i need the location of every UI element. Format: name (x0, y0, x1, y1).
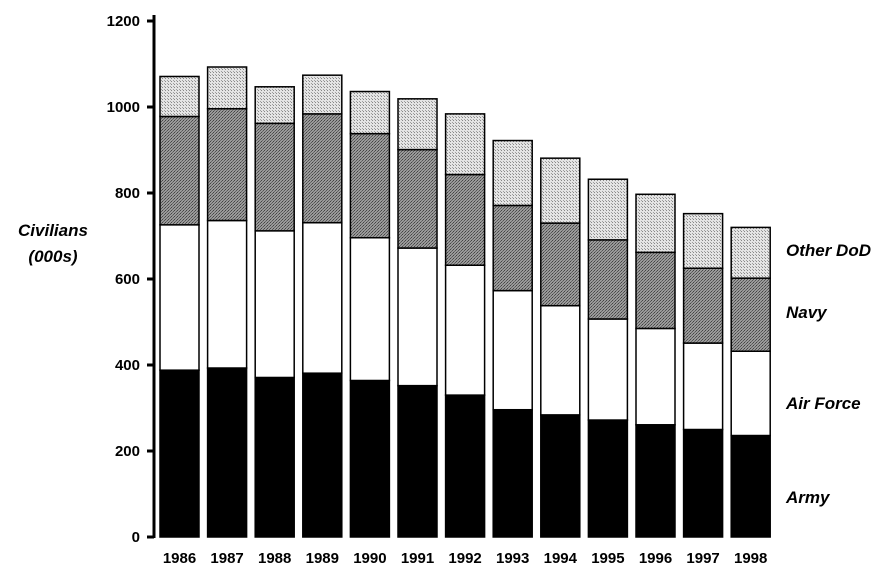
x-tick-label-1993: 1993 (496, 550, 529, 567)
x-tick-label-1989: 1989 (306, 550, 339, 567)
y-axis-title-line-2: (000s) (28, 247, 77, 266)
bar-segment-other-dod-1993 (492, 139, 533, 207)
bar-segment-air-force-1992 (444, 264, 486, 396)
x-tick-label-1996: 1996 (639, 550, 672, 567)
y-tick-label: 0 (132, 529, 140, 546)
bar-segment-air-force-1996 (635, 327, 676, 426)
y-tick-label: 200 (115, 443, 140, 460)
bar-segment-army-1997 (682, 428, 724, 538)
bar-segment-army-1995 (587, 419, 629, 538)
x-tick-label-1995: 1995 (591, 550, 624, 567)
x-tick-label-1998: 1998 (734, 550, 767, 567)
bar-segment-air-force-1997 (682, 342, 724, 431)
bar-segment-other-dod-1994 (540, 157, 581, 224)
y-tick-label: 800 (115, 185, 140, 202)
bar-segment-other-dod-1990 (349, 90, 391, 135)
bar-segment-army-1993 (492, 408, 533, 538)
y-tick-label: 1000 (107, 99, 140, 116)
bar-segment-air-force-1990 (349, 236, 391, 382)
x-tick-label-1997: 1997 (686, 550, 719, 567)
x-tick-label-1986: 1986 (163, 550, 196, 567)
legend-label-air-force: Air Force (785, 394, 861, 413)
bar-segment-navy-1987 (206, 107, 248, 222)
bar-segment-navy-1992 (444, 173, 486, 266)
y-tick-label: 400 (115, 357, 140, 374)
bar-segment-army-1988 (254, 376, 295, 538)
bar-segment-other-dod-1987 (206, 66, 248, 110)
bar-segment-navy-1995 (587, 239, 629, 320)
bar-segment-air-force-1995 (587, 318, 629, 421)
x-tick-label-1992: 1992 (448, 550, 481, 567)
bar-segment-navy-1993 (492, 204, 533, 292)
x-tick-label-1987: 1987 (210, 550, 243, 567)
bar-segment-army-1986 (159, 369, 200, 538)
bar-segment-other-dod-1986 (159, 75, 200, 118)
bar-segment-navy-1986 (159, 115, 200, 226)
bar-segment-air-force-1993 (492, 289, 533, 411)
y-tick-label: 1200 (107, 13, 140, 30)
bar-segment-army-1992 (444, 394, 486, 538)
x-tick-label-1988: 1988 (258, 550, 291, 567)
bars (159, 66, 771, 538)
y-tick-label: 600 (115, 271, 140, 288)
bar-segment-air-force-1989 (302, 221, 343, 374)
bar-segment-navy-1988 (254, 122, 295, 232)
legend-label-navy: Navy (786, 303, 828, 322)
bar-segment-navy-1990 (349, 132, 391, 239)
y-axis-title-line-1: Civilians (18, 221, 88, 240)
bar-segment-army-1994 (540, 414, 581, 538)
bar-segment-army-1987 (206, 367, 248, 538)
bar-segment-army-1991 (397, 384, 438, 538)
x-axis-labels: 1986 1987 1988 1989 1990 1991 1992 1993 1994 1995… (163, 550, 768, 567)
bar-segment-army-1998 (730, 434, 771, 538)
bar-segment-other-dod-1988 (254, 86, 295, 125)
bar-segment-army-1989 (302, 372, 343, 538)
bar-segment-air-force-1987 (206, 219, 248, 369)
x-tick-label-1991: 1991 (401, 550, 434, 567)
bar-segment-other-dod-1989 (302, 74, 343, 115)
bar-segment-navy-1998 (730, 277, 771, 352)
bar-segment-other-dod-1997 (682, 212, 724, 269)
bar-segment-air-force-1998 (730, 350, 771, 437)
bar-segment-army-1996 (635, 424, 676, 538)
y-axis: 0 200 400 600 800 1000 1200 (107, 13, 156, 546)
bar-segment-air-force-1994 (540, 304, 581, 416)
legend-label-army: Army (785, 488, 831, 507)
bar-segment-navy-1997 (682, 267, 724, 344)
bar-segment-navy-1996 (635, 251, 676, 330)
bar-segment-navy-1994 (540, 222, 581, 307)
legend: Army Air Force Navy Other DoD (785, 241, 871, 507)
bar-segment-other-dod-1995 (587, 178, 629, 241)
bar-segment-air-force-1988 (254, 230, 295, 379)
bar-segment-other-dod-1991 (397, 98, 438, 151)
bar-segment-other-dod-1998 (730, 226, 771, 279)
bar-segment-other-dod-1996 (635, 193, 676, 254)
legend-label-other-dod: Other DoD (786, 241, 871, 260)
x-tick-label-1994: 1994 (544, 550, 578, 567)
bar-segment-army-1990 (349, 379, 391, 538)
bar-segment-air-force-1991 (397, 247, 438, 387)
bar-segment-air-force-1986 (159, 224, 200, 371)
x-tick-label-1990: 1990 (353, 550, 386, 567)
bar-segment-other-dod-1992 (444, 113, 486, 176)
bar-segment-navy-1991 (397, 148, 438, 249)
bar-segment-navy-1989 (302, 113, 343, 224)
